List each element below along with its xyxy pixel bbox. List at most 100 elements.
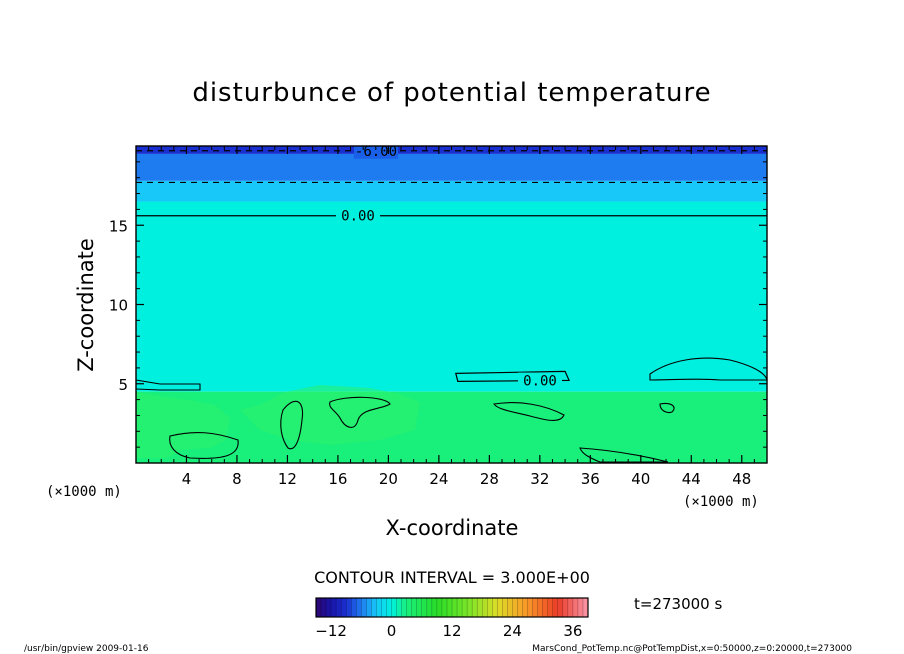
colorbar-segment bbox=[512, 598, 518, 617]
contour-label-2: 0.00 bbox=[523, 374, 557, 390]
colorbar-segment bbox=[446, 598, 453, 617]
contour-loop-6 bbox=[649, 357, 767, 381]
contour-label-0: -6.00 bbox=[355, 144, 397, 160]
colorbar-segment bbox=[361, 598, 367, 617]
x-unit-label: (×1000 m) bbox=[46, 484, 122, 500]
contour-label-bg-1 bbox=[336, 207, 380, 224]
colorbar-segment bbox=[376, 598, 382, 617]
colorbar-segment bbox=[326, 598, 332, 617]
colorbar-tick-label-0: −12 bbox=[315, 622, 347, 640]
colorbar-segment bbox=[457, 598, 463, 617]
colorbar: −12 0 12 24 36 bbox=[315, 597, 589, 640]
colorbar-segment bbox=[577, 598, 584, 617]
contour-label-1: 0.00 bbox=[341, 209, 375, 225]
colorbar-tick-label-2: 12 bbox=[442, 622, 461, 640]
colorbar-segment bbox=[421, 598, 428, 617]
colorbar-segment bbox=[336, 598, 342, 617]
x-tick-label-7: 32 bbox=[530, 470, 549, 488]
colorbar-segment bbox=[401, 598, 408, 617]
colorbar-segment bbox=[582, 598, 589, 617]
x-tick-label-8: 36 bbox=[581, 470, 600, 488]
x-tick-label-0: 4 bbox=[182, 470, 192, 488]
colorbar-segment bbox=[532, 598, 539, 617]
colorbar-segment bbox=[482, 598, 488, 617]
time-label: t=273000 s bbox=[634, 595, 722, 613]
colorbar-segment bbox=[462, 598, 468, 617]
colorbar-segment bbox=[431, 598, 438, 617]
colorbar-segment bbox=[477, 598, 483, 617]
heatmap-band-2 bbox=[136, 180, 767, 202]
colorbar-tick-label-3: 24 bbox=[503, 622, 522, 640]
y-tick-label-0: 5 bbox=[118, 376, 128, 394]
x-tick-label-6: 28 bbox=[480, 470, 499, 488]
contour-loop-2 bbox=[329, 396, 391, 428]
colorbar-segment bbox=[547, 598, 554, 617]
heatmap-band-1 bbox=[136, 153, 767, 181]
colorbar-segment bbox=[366, 598, 372, 617]
x-axis-label: X-coordinate bbox=[386, 516, 519, 540]
colorbar-segment bbox=[416, 598, 423, 617]
colorbar-segment bbox=[426, 598, 433, 617]
heatmap-band-4 bbox=[136, 391, 767, 463]
colorbar-segment bbox=[452, 598, 458, 617]
x-tick-label-10: 44 bbox=[682, 470, 701, 488]
colorbar-segment bbox=[467, 598, 473, 617]
colorbar-segment bbox=[522, 598, 528, 617]
y-tick-label-2: 15 bbox=[109, 217, 128, 235]
colorbar-segment bbox=[562, 598, 569, 617]
colorbar-segment bbox=[517, 598, 523, 617]
y-tick-label-1: 10 bbox=[109, 297, 128, 315]
x-tick-label-2: 12 bbox=[278, 470, 297, 488]
contour-line-3 bbox=[455, 370, 570, 383]
colorbar-segment bbox=[371, 598, 377, 617]
colorbar-segment bbox=[316, 598, 322, 617]
plot-inner: -6.00 0.00 0.00 bbox=[136, 144, 767, 463]
contour-loop-0 bbox=[136, 379, 201, 391]
x-tick-label-9: 40 bbox=[631, 470, 650, 488]
colorbar-segment bbox=[527, 598, 533, 617]
colorbar-tick-label-4: 36 bbox=[563, 622, 582, 640]
x-tick-label-11: 48 bbox=[732, 470, 751, 488]
contour-loop-4 bbox=[579, 447, 669, 463]
colorbar-segment bbox=[346, 598, 352, 617]
colorbar-segment bbox=[557, 598, 564, 617]
contour-label-bg-0 bbox=[354, 146, 398, 159]
colorbar-segment bbox=[572, 598, 579, 617]
x-tick-label-1: 8 bbox=[232, 470, 242, 488]
colorbar-segment bbox=[567, 598, 574, 617]
contour-label-bg-2 bbox=[518, 372, 562, 389]
colorbar-segment bbox=[497, 598, 503, 617]
colorbar-segment bbox=[356, 598, 362, 617]
y-unit-label: (×1000 m) bbox=[683, 494, 759, 510]
colorbar-segment bbox=[487, 598, 493, 617]
colorbar-segment bbox=[341, 598, 347, 617]
colorbar-segment bbox=[386, 598, 392, 617]
heatmap-band-3 bbox=[136, 201, 767, 392]
contour-interval-label: CONTOUR INTERVAL = 3.000E+00 bbox=[314, 568, 590, 587]
colorbar-segment bbox=[321, 598, 327, 617]
colorbar-segment bbox=[391, 598, 397, 617]
colorbar-segment bbox=[537, 598, 544, 617]
colorbar-segment bbox=[331, 598, 337, 617]
y-axis-label: Z-coordinate bbox=[74, 238, 98, 372]
colorbar-segment bbox=[472, 598, 478, 617]
colorbar-segment bbox=[507, 598, 513, 617]
colorbar-segment bbox=[502, 598, 508, 617]
x-tick-label-3: 16 bbox=[328, 470, 347, 488]
colorbar-segment bbox=[492, 598, 498, 617]
chart-title: disturbunce of potential temperature bbox=[192, 78, 711, 108]
x-tick-label-4: 20 bbox=[379, 470, 398, 488]
x-tick-label-5: 24 bbox=[429, 470, 448, 488]
colorbar-segment bbox=[542, 598, 549, 617]
colorbar-segment bbox=[552, 598, 559, 617]
colorbar-segment bbox=[381, 598, 387, 617]
colorbar-segment bbox=[406, 598, 413, 617]
contour-loop-1 bbox=[280, 400, 304, 450]
colorbar-frame bbox=[315, 597, 589, 618]
footer-right: MarsCond_PotTemp.nc@PotTempDist,x=0:5000… bbox=[532, 644, 852, 654]
contour-loop-7 bbox=[169, 432, 239, 459]
contour-loop-5 bbox=[659, 402, 675, 414]
colorbar-segment bbox=[351, 598, 357, 617]
field-patch-0 bbox=[136, 392, 230, 458]
